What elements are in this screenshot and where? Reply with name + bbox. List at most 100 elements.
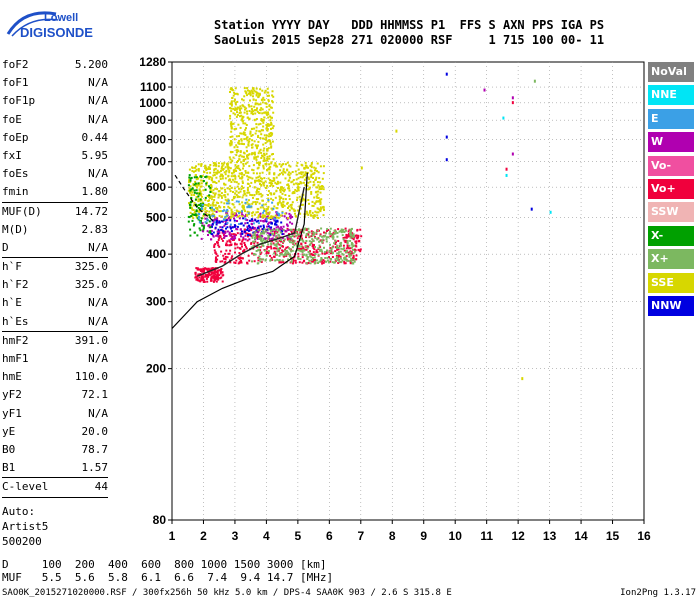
echo-point [192,183,195,186]
echo-point [329,247,332,250]
echo-point [352,233,355,236]
param-value: 110.0 [74,370,108,384]
echo-point [237,215,239,218]
echo-point [307,245,310,248]
echo-point [206,269,209,272]
echo-point [201,204,204,206]
echo-point [230,104,233,107]
echo-point [234,262,237,264]
echo-point [292,191,295,193]
echo-point [262,224,265,227]
echo-point [213,271,216,273]
echo-point [274,181,277,184]
echo-point [286,218,289,221]
echo-point [205,182,208,185]
echo-point [290,258,293,261]
echo-point [317,171,320,174]
echo-point [195,196,198,199]
echo-point [315,251,318,254]
echo-point [505,173,508,177]
echo-point [291,201,294,204]
echo-point [250,235,253,238]
echo-point [241,196,244,199]
echo-point [209,176,212,179]
echo-point [350,229,352,232]
echo-point [322,259,325,262]
echo-point [254,144,257,147]
echo-point [511,101,514,105]
echo-point [247,205,250,208]
echo-point [238,172,241,175]
echo-point [303,249,306,252]
echo-point [329,230,331,233]
echo-point [250,135,253,137]
echo-point [318,177,321,180]
echo-point [218,193,221,196]
echo-point [257,161,260,164]
echo-point [318,260,321,263]
echo-point [198,215,200,218]
echo-point [197,217,200,220]
echo-point [256,189,258,192]
echo-point [299,176,302,179]
echo-point [319,239,322,242]
echo-point [229,185,232,188]
echo-point [321,177,324,180]
echo-point [255,220,258,223]
echo-point [237,210,240,213]
echo-point [240,243,243,246]
echo-point [213,174,216,176]
echo-point [257,92,259,95]
echo-point [253,89,256,92]
echo-point [273,217,276,220]
echo-point [334,250,337,253]
echo-point [345,229,347,232]
echo-point [226,163,228,166]
echo-point [195,192,198,195]
echo-point [280,171,283,174]
dashed-trace [174,174,214,222]
echo-point [318,240,321,243]
echo-point [248,137,251,140]
echo-point [273,243,276,246]
echo-point [284,251,287,254]
echo-point [222,230,225,233]
echo-point [280,202,283,205]
echo-point [246,227,249,230]
echo-point [210,267,213,270]
echo-point [242,99,245,102]
echo-point [321,235,324,238]
echo-point [326,256,329,259]
echo-point [264,102,267,105]
echo-point [227,167,230,170]
echo-point [267,246,270,249]
echo-point [198,221,201,224]
echo-point [255,99,257,102]
param-divider [2,201,108,203]
echo-point [251,139,254,142]
echo-point [240,260,242,262]
echo-point [259,206,262,209]
echo-point [327,261,330,264]
echo-point [278,239,281,242]
echo-point [269,192,272,195]
echo-point [246,221,249,224]
echo-point [233,238,235,241]
echo-point [247,254,250,257]
echo-point [296,183,299,186]
echo-point [230,234,233,237]
echo-point [309,164,312,167]
echo-point [243,143,245,146]
echo-point [302,174,305,177]
echo-point [272,153,274,155]
echo-point [224,166,227,169]
echo-point [216,258,219,261]
echo-point [300,182,303,185]
echo-point [200,185,203,188]
echo-point [262,203,265,206]
echo-point [316,193,319,196]
echo-point [231,123,234,126]
echo-point [274,235,277,238]
echo-point [336,252,339,255]
echo-point [294,212,296,215]
